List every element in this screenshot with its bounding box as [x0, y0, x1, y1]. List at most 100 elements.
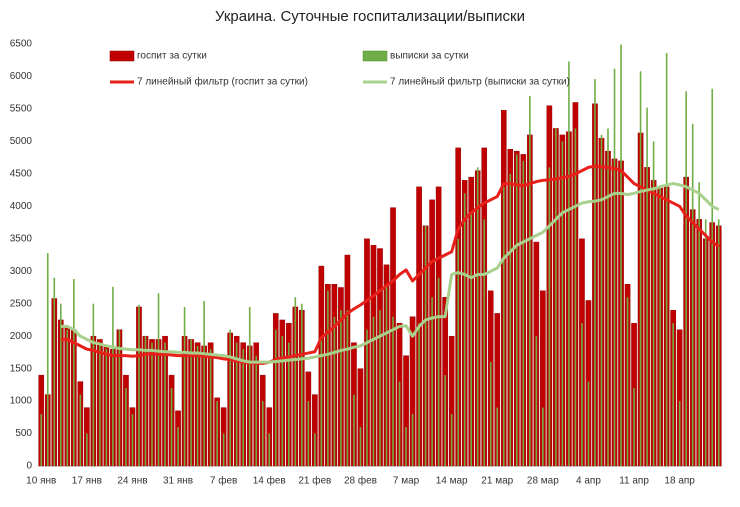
x-tick-label: 31 янв: [163, 476, 193, 487]
bar: [685, 91, 687, 466]
bar: [209, 349, 212, 466]
bar: [717, 219, 720, 466]
bar: [672, 323, 674, 466]
bar: [483, 219, 486, 466]
bar: [46, 253, 49, 466]
x-tick-label: 11 апр: [619, 476, 649, 487]
bar: [138, 304, 140, 466]
bar: [288, 342, 290, 466]
bar: [125, 388, 127, 466]
bar: [535, 336, 538, 466]
bar: [444, 375, 446, 466]
bar: [112, 286, 114, 466]
bar: [600, 134, 603, 466]
bar: [235, 342, 238, 466]
bar: [698, 182, 700, 467]
bar: [92, 303, 95, 466]
bar: [587, 381, 590, 466]
bar: [711, 88, 714, 466]
bar: [229, 329, 231, 466]
bar: [620, 44, 622, 466]
x-tick-label: 17 янв: [72, 476, 102, 487]
chart-title: Украина. Суточные госпитализации/выписки: [215, 8, 525, 25]
bar: [659, 186, 661, 467]
bar: [476, 167, 479, 466]
y-tick-label: 3500: [10, 233, 33, 244]
x-tick-label: 4 апр: [576, 476, 601, 487]
bar: [144, 336, 147, 466]
bar: [177, 427, 179, 466]
bar: [470, 212, 472, 466]
bar: [261, 401, 264, 466]
y-tick-label: 4000: [10, 201, 33, 212]
bar: [652, 141, 655, 466]
bar: [516, 154, 518, 466]
bar: [281, 336, 284, 466]
bar: [255, 355, 258, 466]
y-tick-label: 4500: [10, 168, 33, 179]
bar: [268, 433, 271, 466]
x-tick-label: 21 мар: [481, 476, 513, 487]
bar: [691, 123, 694, 467]
bar: [346, 310, 349, 466]
x-tick-label: 7 фев: [210, 475, 237, 487]
bar: [646, 107, 648, 466]
bar: [340, 310, 342, 466]
ma-line: [60, 164, 720, 365]
bar: [196, 345, 199, 466]
bar: [105, 349, 108, 466]
bar: [190, 339, 192, 466]
bar: [594, 79, 596, 466]
bar: [40, 414, 43, 466]
x-tick-label: 28 мар: [527, 476, 559, 487]
bar: [639, 71, 642, 466]
bar: [164, 342, 166, 466]
bar: [248, 306, 251, 466]
y-tick-label: 0: [26, 461, 32, 472]
bar: [496, 407, 499, 466]
bar: [301, 303, 303, 466]
legend-label: госпит за сутки: [137, 51, 207, 62]
bar: [320, 336, 323, 466]
bar: [294, 297, 297, 466]
bar: [327, 290, 329, 466]
bar: [118, 329, 121, 466]
bar: [463, 193, 466, 467]
bar: [633, 388, 635, 466]
y-tick-label: 6500: [10, 39, 33, 50]
bar: [509, 173, 512, 466]
y-tick-label: 2000: [10, 331, 33, 342]
x-tick-label: 14 фев: [253, 475, 286, 487]
x-tick-label: 14 мар: [436, 476, 468, 487]
bar: [581, 323, 583, 466]
bar: [502, 186, 505, 467]
ma-line: [60, 182, 720, 364]
bar: [333, 316, 336, 466]
x-tick-label: 10 янв: [26, 476, 56, 487]
legend-label: 7 линейный фильтр (госпит за сутки): [137, 76, 308, 88]
bar: [366, 329, 368, 466]
bar: [307, 401, 310, 466]
bar: [353, 394, 355, 466]
bar: [170, 388, 173, 466]
bar: [665, 53, 668, 466]
bar: [359, 427, 362, 466]
legend-swatch: [362, 50, 388, 62]
bar: [66, 329, 69, 466]
bar: [411, 414, 414, 466]
legend-swatch: [109, 50, 135, 62]
y-tick-label: 5500: [10, 104, 33, 115]
bar: [561, 141, 564, 466]
y-tick-label: 500: [15, 428, 32, 439]
legend-label: выписки за сутки: [390, 51, 469, 62]
legend-label: 7 линейный фильтр (выписки за сутки): [390, 76, 570, 88]
bar: [242, 349, 244, 466]
bar: [457, 238, 459, 466]
x-tick-label: 18 апр: [664, 476, 695, 487]
x-tick-label: 7 мар: [393, 476, 420, 487]
bar: [131, 414, 134, 466]
bar: [437, 277, 440, 466]
bar: [678, 401, 681, 466]
bar: [86, 433, 88, 466]
